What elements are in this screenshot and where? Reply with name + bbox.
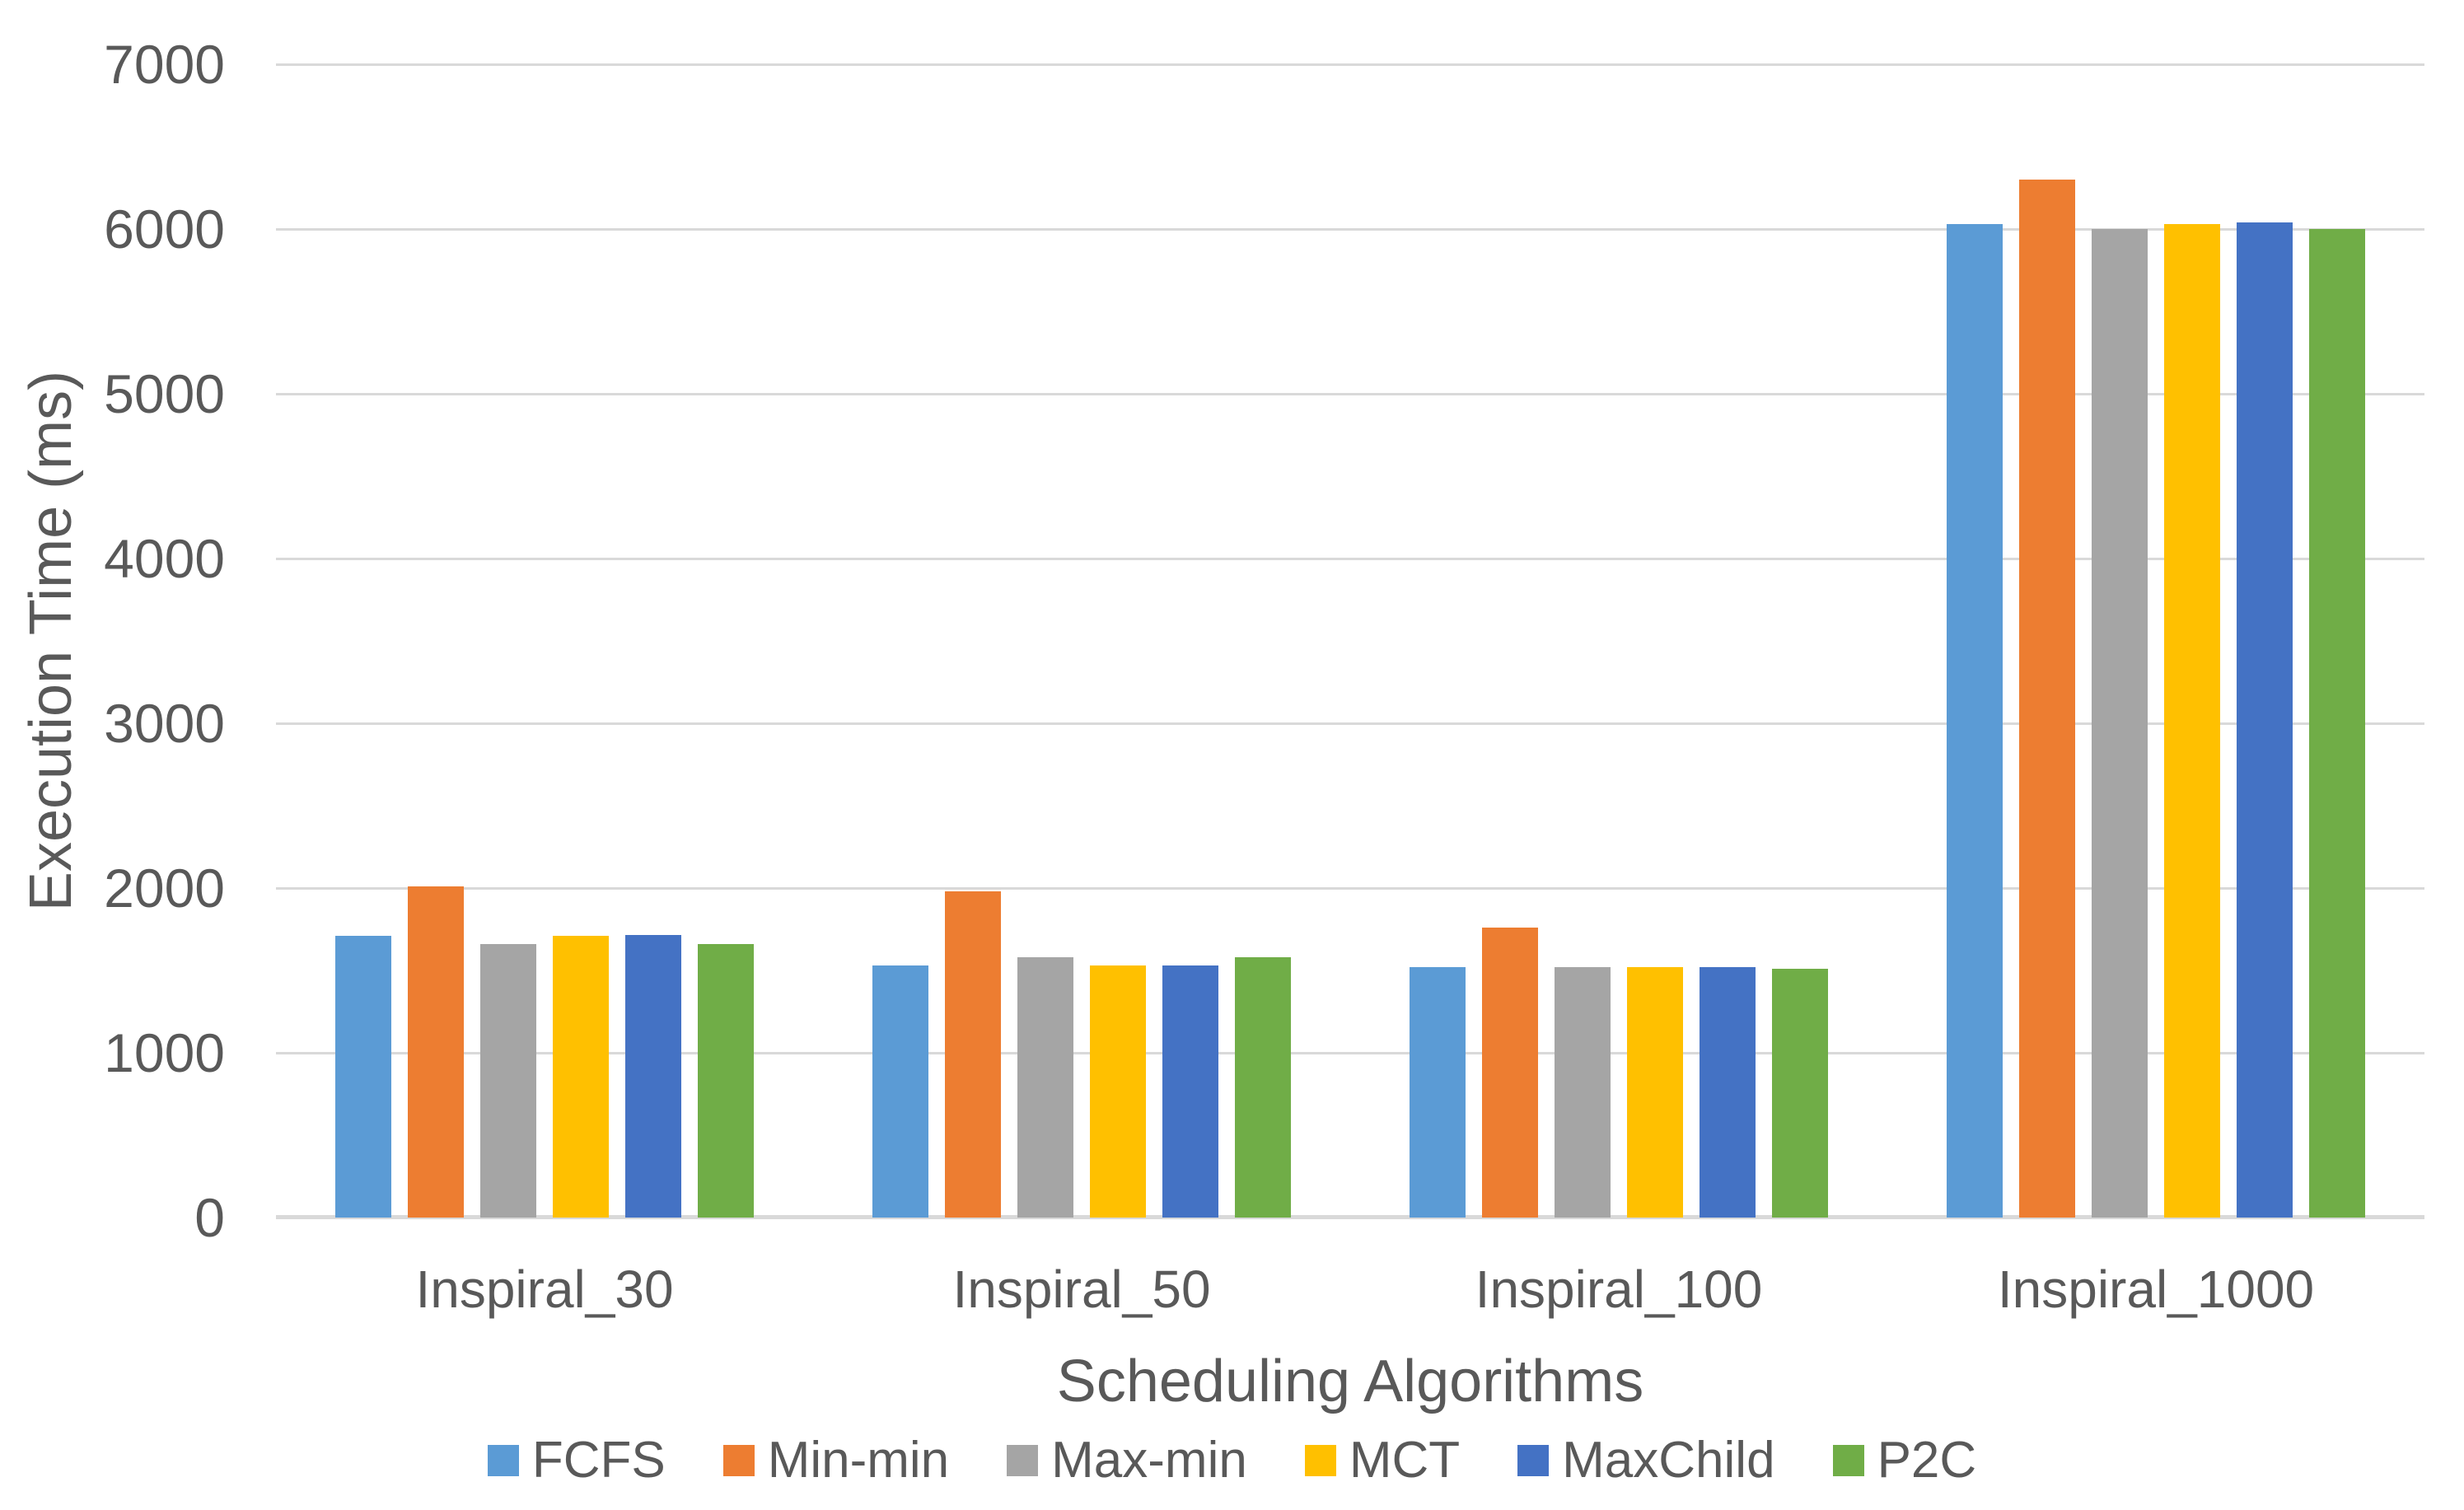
bar-group xyxy=(1350,64,1887,1218)
legend-label: Min-min xyxy=(767,1432,950,1489)
bar xyxy=(1627,967,1683,1218)
legend: FCFS Min-min Max-min MCT MaxChild P2C xyxy=(0,1435,2464,1486)
bar xyxy=(480,944,536,1218)
legend-label: FCFS xyxy=(531,1432,666,1489)
y-axis-title: Execution Time (ms) xyxy=(18,370,84,912)
bar xyxy=(2237,222,2293,1218)
legend-label: MaxChild xyxy=(1562,1432,1775,1489)
category-label: Inspiral_1000 xyxy=(1997,1260,2315,1319)
gridline xyxy=(276,228,2424,231)
bar xyxy=(553,936,609,1218)
bar-group xyxy=(276,64,813,1218)
y-tick-label: 7000 xyxy=(104,34,225,95)
bar xyxy=(2309,229,2365,1218)
y-tick-label: 6000 xyxy=(104,199,225,259)
gridline xyxy=(276,887,2424,891)
legend-item: P2C xyxy=(1832,1432,1977,1489)
bar xyxy=(2164,224,2220,1218)
bar xyxy=(945,891,1001,1218)
category-label: Inspiral_50 xyxy=(952,1260,1211,1319)
bar xyxy=(1235,957,1291,1218)
gridline xyxy=(276,1215,2424,1219)
bar xyxy=(1555,967,1611,1218)
legend-swatch xyxy=(722,1445,755,1476)
bar xyxy=(872,965,928,1218)
y-tick-label: 2000 xyxy=(104,858,225,919)
legend-swatch xyxy=(487,1445,519,1476)
gridline xyxy=(276,1052,2424,1055)
bar xyxy=(1410,967,1466,1218)
y-tick-label: 3000 xyxy=(104,693,225,754)
y-tick-label: 5000 xyxy=(104,363,225,424)
legend-item: Min-min xyxy=(722,1432,950,1489)
legend-item: MCT xyxy=(1304,1432,1461,1489)
x-axis-title: Scheduling Algorithms xyxy=(1056,1349,1644,1414)
bar xyxy=(1772,969,1828,1218)
legend-swatch xyxy=(1304,1445,1336,1476)
bar xyxy=(2092,229,2148,1218)
x-axis-category-labels: Inspiral_30 Inspiral_50 Inspiral_100 Inspir… xyxy=(276,1259,2424,1320)
bar xyxy=(698,944,754,1218)
legend-label: P2C xyxy=(1877,1432,1977,1489)
legend-item: FCFS xyxy=(487,1432,666,1489)
legend-item: Max-min xyxy=(1007,1435,1247,1486)
gridline xyxy=(276,558,2424,561)
bar-group xyxy=(813,64,1350,1218)
y-tick-label: 0 xyxy=(194,1187,225,1248)
plot-area: 0 1000 2000 3000 4000 5000 6000 7000 xyxy=(104,37,2424,1245)
bar xyxy=(1090,965,1146,1218)
bar xyxy=(335,936,391,1218)
legend-label: Max-min xyxy=(1051,1432,1247,1489)
y-tick-label: 4000 xyxy=(104,528,225,589)
category-label: Inspiral_30 xyxy=(415,1260,674,1319)
bar xyxy=(1947,224,2003,1218)
bar xyxy=(1700,967,1756,1218)
bars-layer xyxy=(276,64,2424,1218)
bar xyxy=(1017,957,1073,1218)
bar xyxy=(1482,928,1538,1218)
legend-swatch xyxy=(1832,1445,1864,1476)
legend-label: MCT xyxy=(1349,1432,1461,1489)
gridline xyxy=(276,722,2424,725)
legend-swatch xyxy=(1007,1445,1039,1476)
gridline xyxy=(276,63,2424,66)
bar xyxy=(2019,180,2075,1218)
bar xyxy=(408,886,464,1218)
bar-group xyxy=(1887,64,2424,1218)
legend-item: MaxChild xyxy=(1517,1432,1775,1489)
bar xyxy=(1162,965,1218,1218)
gridline xyxy=(276,393,2424,395)
category-label: Inspiral_100 xyxy=(1475,1260,1763,1319)
y-tick-label: 1000 xyxy=(104,1022,225,1083)
legend-swatch xyxy=(1517,1445,1550,1476)
bar xyxy=(625,935,681,1218)
